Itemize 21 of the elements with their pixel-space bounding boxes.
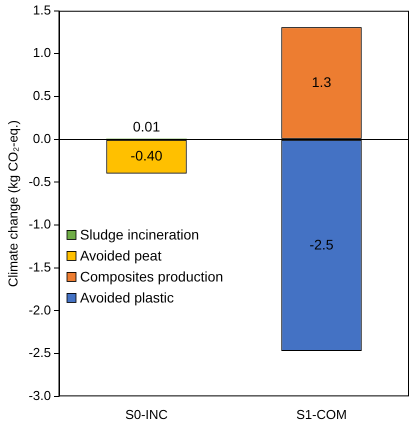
y-tick-label: 0.0: [32, 130, 51, 146]
x-tick-label: S1-COM: [296, 406, 347, 422]
legend-label: Avoided plastic: [80, 289, 174, 306]
x-tick-label: S0-INC: [125, 406, 168, 422]
y-tick-label: -2.0: [28, 302, 51, 318]
y-tick-label: -2.5: [28, 345, 51, 360]
y-tick-label: -3.0: [28, 388, 51, 403]
data-label: 0.01: [132, 118, 160, 134]
legend-label: Composites production: [80, 268, 224, 284]
y-tick-label: 1.0: [32, 45, 51, 60]
data-label: -0.40: [130, 148, 163, 164]
y-tick-label: 1.5: [32, 2, 51, 18]
y-tick-label: -1.0: [28, 216, 51, 232]
y-axis-title: Climate change (kg CO₂-eq.): [5, 120, 20, 288]
y-tick-label: -0.5: [28, 174, 51, 189]
data-label: 1.3: [312, 74, 332, 90]
data-label: -2.5: [309, 236, 334, 252]
legend-label: Sludge incineration: [80, 226, 200, 242]
y-tick-label: 0.5: [32, 88, 51, 104]
legend-label: Avoided peat: [80, 247, 162, 264]
y-tick-label: -1.5: [28, 259, 51, 274]
